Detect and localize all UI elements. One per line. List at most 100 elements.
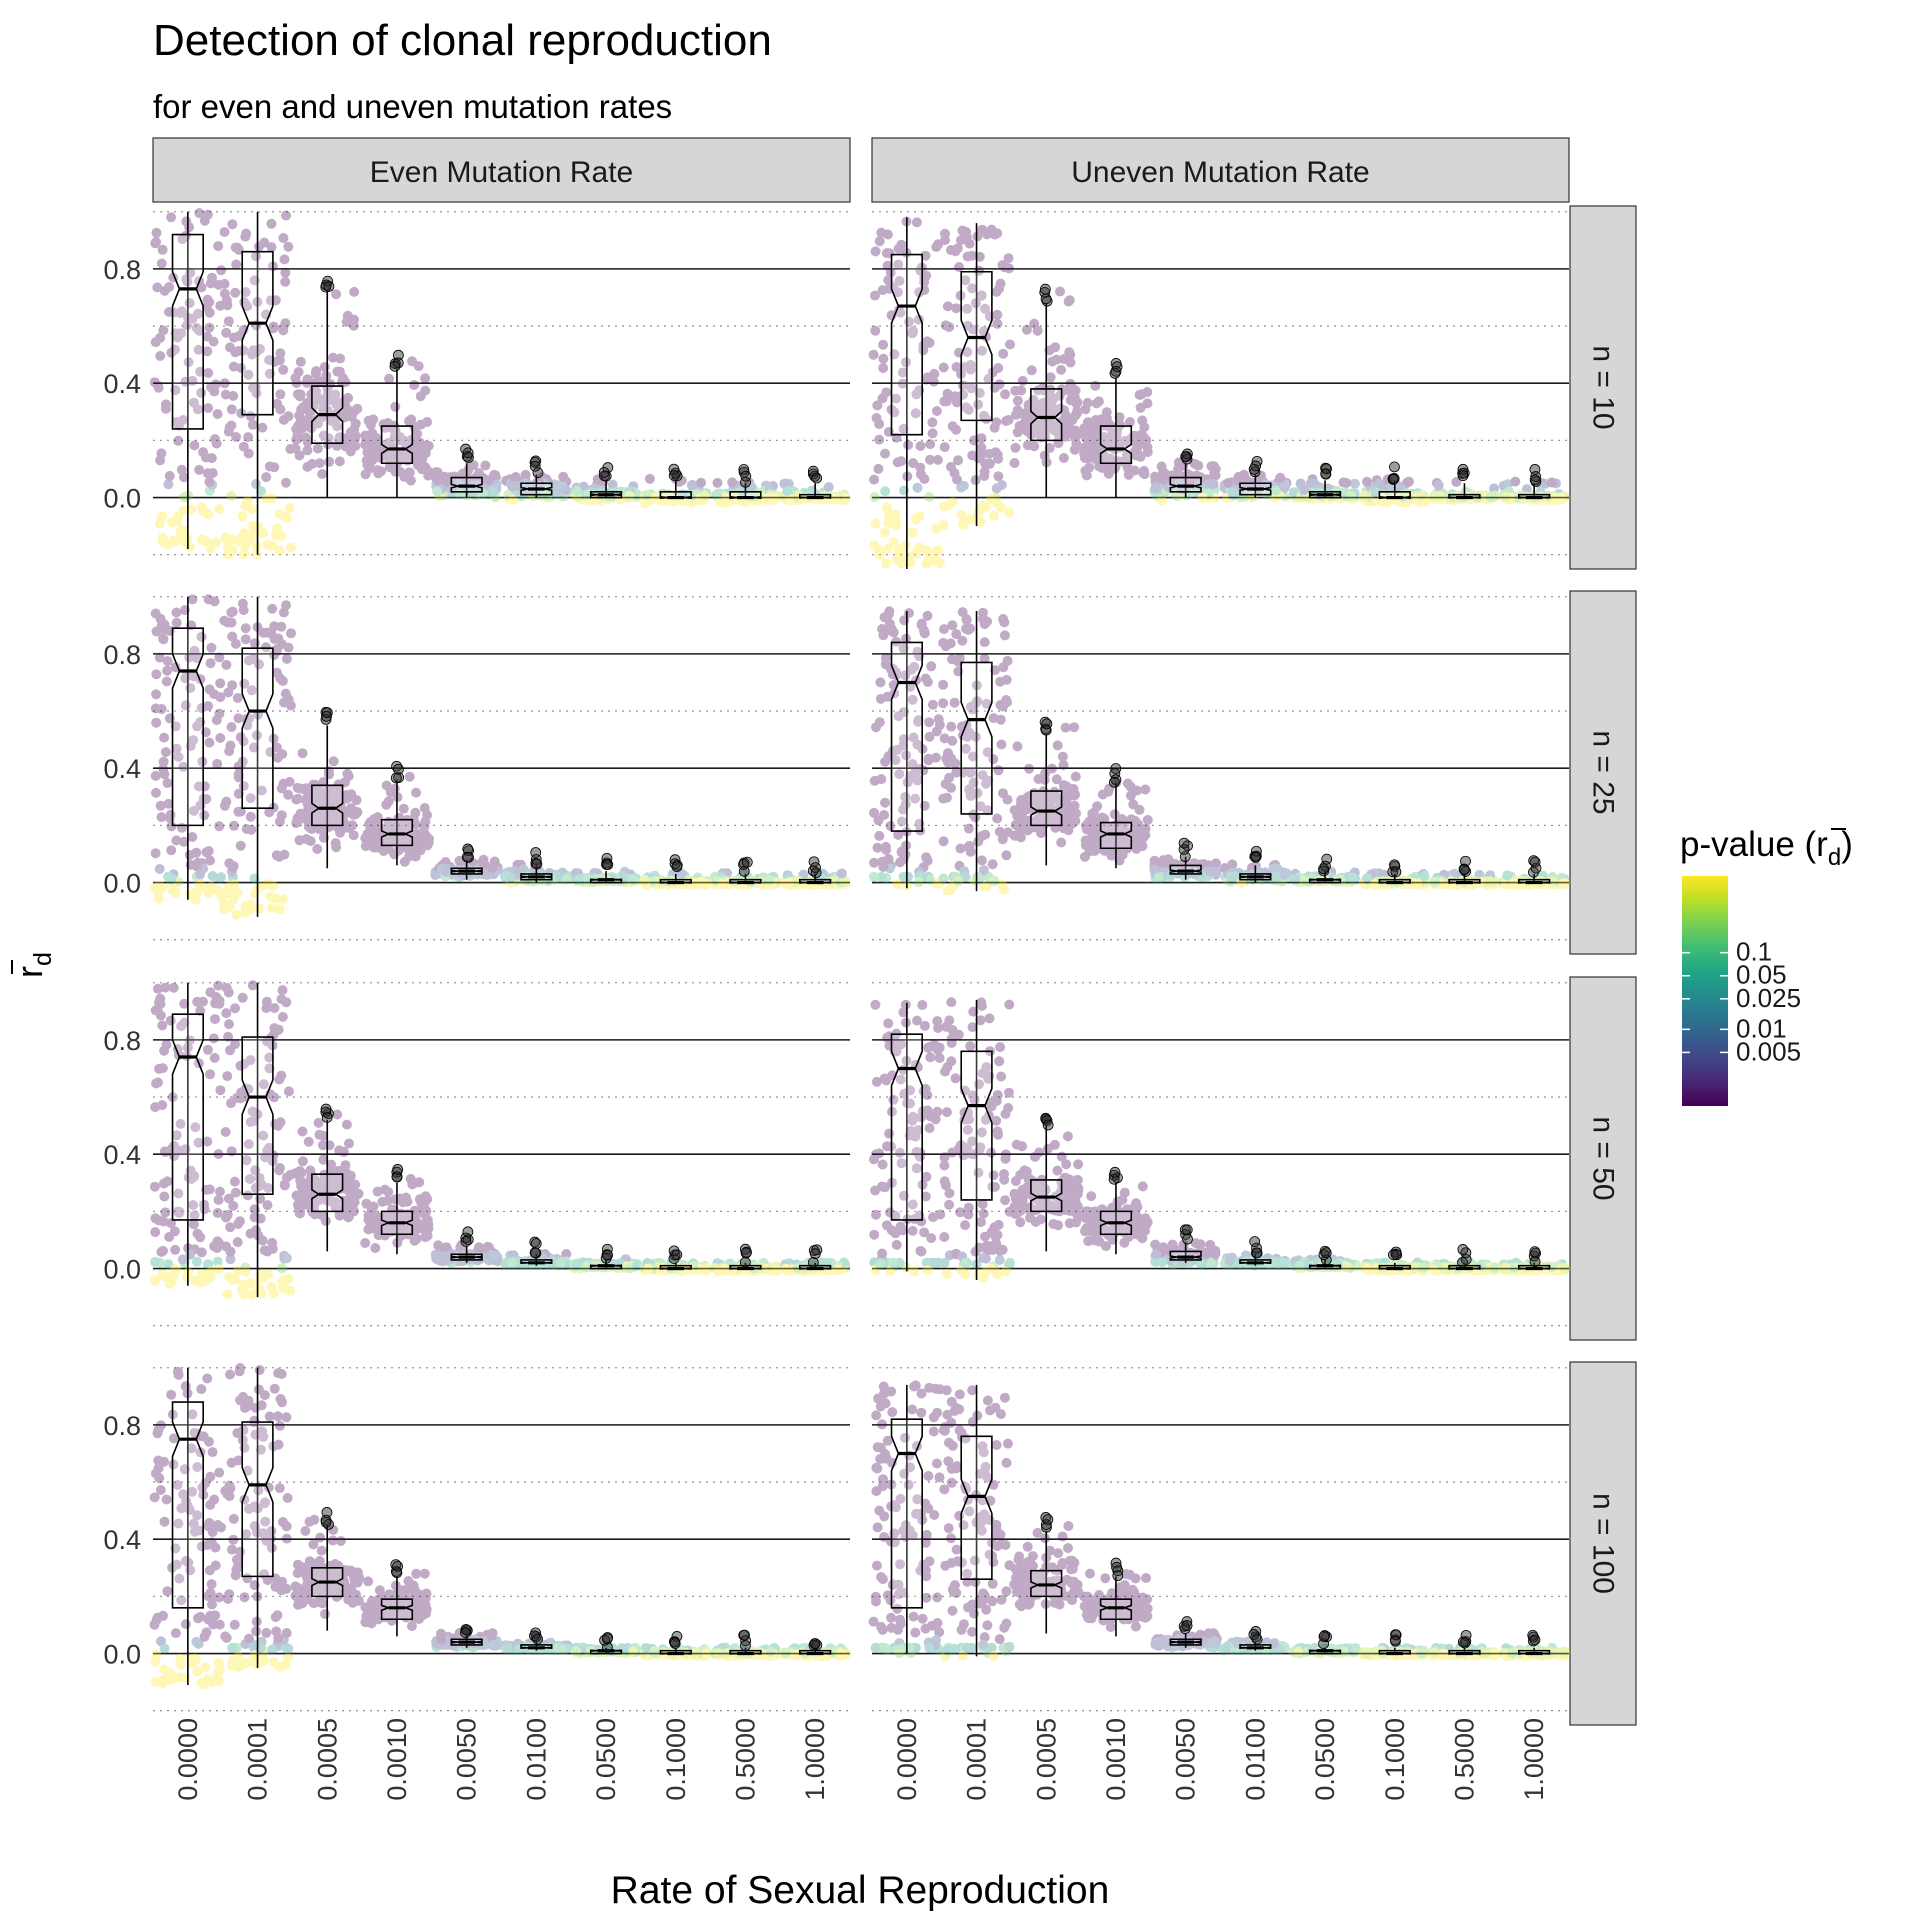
jitter-point [557,491,568,502]
jitter-point [417,464,427,475]
jitter-point [512,483,522,493]
jitter-point [307,458,318,469]
jitter-point [158,325,169,336]
jitter-point [196,282,207,293]
jitter-point [251,479,261,489]
jitter-point [939,624,949,635]
jitter-point [364,449,375,460]
jitter-point [366,829,377,840]
jitter-point [152,282,163,293]
jitter-point [156,258,167,269]
jitter-point [214,821,225,832]
box-body [890,253,923,436]
jitter-point [630,491,641,502]
jitter-point [621,489,631,500]
jitter-point [268,880,279,891]
jitter-point [265,891,276,902]
jitter-point [405,475,416,486]
y-tick-label: 0.0 [103,869,141,899]
jitter-point [191,323,202,333]
jitter-point [205,658,216,669]
jitter-point [620,491,631,502]
jitter-point [880,486,891,497]
jitter-point [206,453,217,464]
jitter-point [972,231,983,242]
jitter-point [293,420,304,431]
jitter-point [191,887,202,898]
jitter-point [641,489,652,500]
jitter-point [266,242,277,253]
jitter-point [1001,674,1012,685]
jitter-point [562,486,573,497]
jitter-point [211,537,221,548]
jitter-point [504,474,515,485]
y-tick-label: 0.8 [103,255,141,285]
jitter-point [1125,790,1136,801]
box-body [171,627,204,827]
jitter-point [311,366,322,376]
jitter-point [312,414,323,425]
jitter-point [293,815,304,826]
jitter-point [384,373,395,384]
jitter-point [247,419,258,430]
jitter-point [510,489,521,500]
jitter-point [278,364,289,375]
jitter-point [181,274,192,285]
jitter-point [150,770,161,781]
jitter-point [224,902,235,913]
jitter-point [998,788,1008,799]
jitter-point [925,439,936,450]
jitter-point [177,234,188,245]
jitter-point [240,500,251,511]
jitter-point [412,460,423,470]
jitter-point [927,417,938,428]
jitter-point [1026,365,1037,376]
jitter-point [465,461,476,471]
outlier-point [321,710,332,722]
jitter-point [176,532,187,543]
facet-strip-row-label: n = 25 [1587,730,1620,814]
outlier-point [393,763,404,775]
jitter-point [271,530,282,541]
jitter-point [240,634,251,645]
jitter-point [222,300,233,311]
jitter-point [414,438,425,449]
jitter-point [326,415,337,426]
jitter-point [919,628,930,639]
jitter-point [993,471,1004,482]
jitter-point [1002,655,1013,666]
jitter-point [556,488,567,498]
jitter-point [561,485,572,496]
jitter-point [204,322,215,333]
jitter-point [226,491,237,501]
jitter-point [249,527,259,538]
jitter-point [511,479,522,490]
jitter-point [508,485,519,495]
facet-strip-row-label: n = 100 [1587,1493,1620,1594]
jitter-point [996,739,1007,750]
jitter-point [508,475,519,486]
jitter-point [491,479,502,490]
jitter-point [691,492,702,503]
jitter-point [537,488,548,499]
jitter-point [226,722,237,732]
jitter-point [227,534,238,545]
jitter-point [219,800,230,811]
jitter-point [395,435,406,446]
jitter-point [205,543,216,554]
jitter-point [261,493,272,504]
jitter-point [515,488,526,499]
jitter-point [869,474,880,485]
jitter-point [291,794,302,805]
jitter-point [1150,471,1160,482]
jitter-point [204,737,215,748]
jitter-point [481,475,492,486]
jitter-point [712,477,723,488]
jitter-point [510,474,521,485]
jitter-point [404,771,415,782]
jitter-point [1349,478,1360,489]
jitter-point [275,389,286,400]
jitter-point [631,492,642,503]
jitter-point [868,871,879,882]
jitter-point [230,638,241,649]
